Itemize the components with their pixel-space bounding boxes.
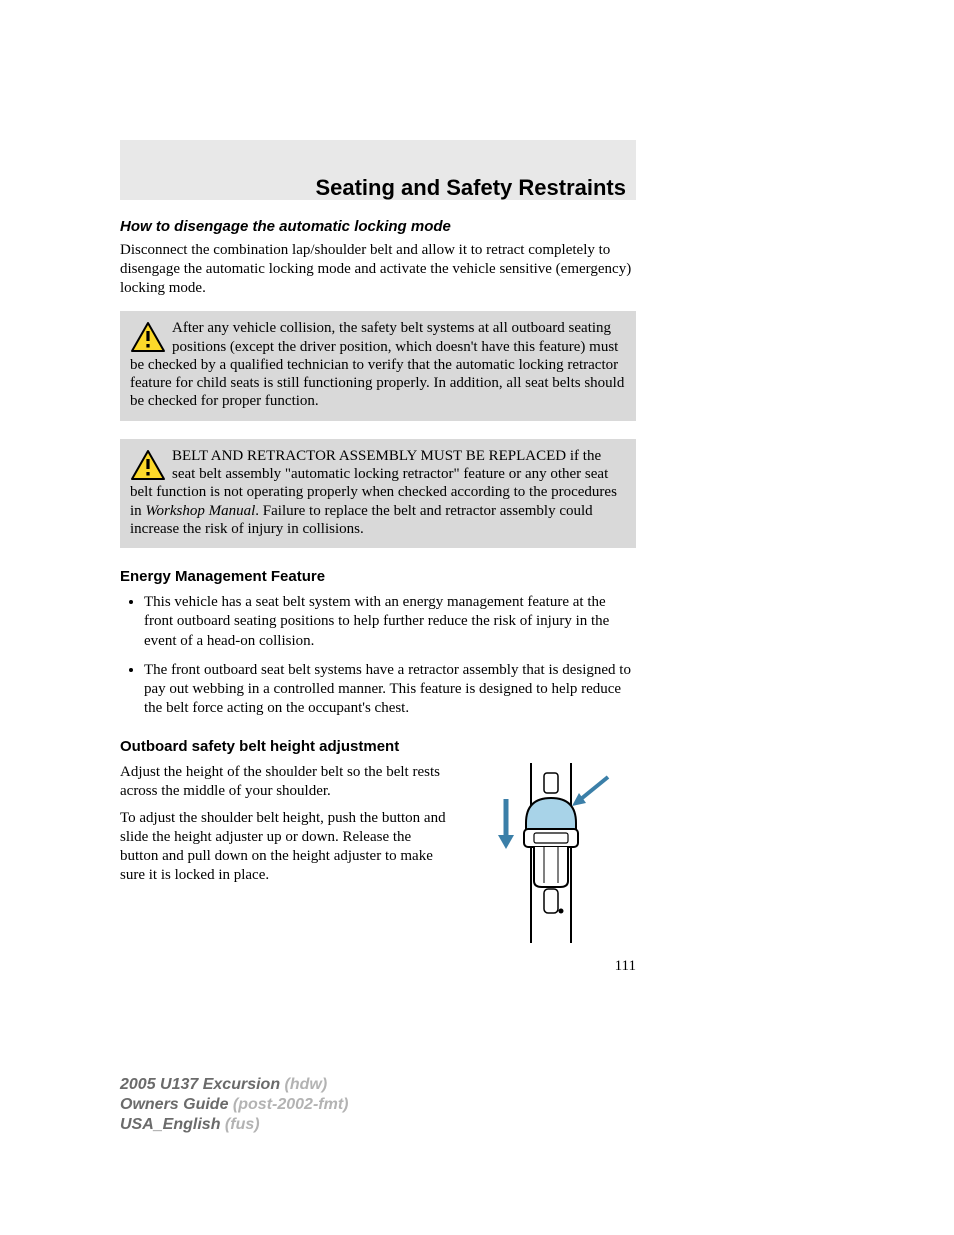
adjust-text: Adjust the height of the shoulder belt s…: [120, 763, 448, 892]
warning-icon: [130, 321, 166, 353]
adjust-paragraph-2: To adjust the shoulder belt height, push…: [120, 809, 448, 885]
bullet-item: The front outboard seat belt systems hav…: [144, 661, 636, 719]
footer-line-1: 2005 U137 Excursion (hdw): [120, 1075, 348, 1095]
energy-bullets: This vehicle has a seat belt system with…: [120, 593, 636, 718]
page: Seating and Safety Restraints How to dis…: [0, 0, 954, 1235]
subheading-outboard: Outboard safety belt height adjustment: [120, 738, 636, 755]
belt-height-figure: [466, 763, 636, 943]
adjust-row: Adjust the height of the shoulder belt s…: [120, 763, 636, 943]
warning-box-2: BELT AND RETRACTOR ASSEMBLY MUST BE REPL…: [120, 439, 636, 548]
warning-icon: [130, 449, 166, 481]
subheading-energy: Energy Management Feature: [120, 568, 636, 585]
paragraph-disengage: Disconnect the combination lap/shoulder …: [120, 241, 636, 297]
page-number: 111: [508, 958, 636, 975]
bullet-item: This vehicle has a seat belt system with…: [144, 593, 636, 651]
footer: 2005 U137 Excursion (hdw) Owners Guide (…: [120, 1075, 348, 1135]
warning-text-1: After any vehicle collision, the safety …: [130, 320, 624, 409]
section-title: Seating and Safety Restraints: [120, 175, 636, 201]
warning-text-italic: Workshop Manual: [145, 503, 255, 519]
page-content: How to disengage the automatic locking m…: [120, 218, 636, 943]
adjust-paragraph-1: Adjust the height of the shoulder belt s…: [120, 763, 448, 801]
footer-line-2: Owners Guide (post-2002-fmt): [120, 1095, 348, 1115]
subheading-disengage: How to disengage the automatic locking m…: [120, 218, 636, 235]
footer-line-3: USA_English (fus): [120, 1115, 348, 1135]
warning-box-1: After any vehicle collision, the safety …: [120, 311, 636, 420]
